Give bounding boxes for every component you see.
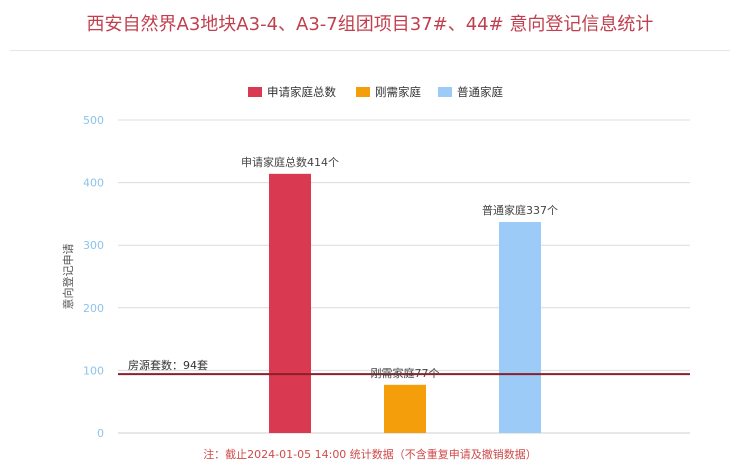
legend-label: 申请家庭总数 <box>267 85 336 99</box>
legend-label: 普通家庭 <box>457 85 503 99</box>
bar <box>269 173 311 433</box>
y-tick-label: 200 <box>83 302 104 315</box>
y-tick-label: 300 <box>83 239 104 252</box>
legend-swatch <box>248 87 262 97</box>
title-divider <box>10 50 730 51</box>
reference-line-label: 房源套数：94套 <box>128 358 208 372</box>
y-tick-label: 100 <box>83 364 104 377</box>
y-axis-title: 意向登记申请 <box>61 244 75 310</box>
bar <box>499 222 541 433</box>
legend-swatch <box>356 87 370 97</box>
chart-title: 西安自然界A3地块A3-4、A3-7组团项目37#、44# 意向登记信息统计 <box>86 14 654 35</box>
legend-label: 刚需家庭 <box>375 85 421 99</box>
legend-swatch <box>438 87 452 97</box>
footnote: 注：截止2024-01-05 14:00 统计数据（不含重复申请及撤销数据） <box>203 448 537 461</box>
y-tick-label: 400 <box>83 177 104 190</box>
data-label: 申请家庭总数414个 <box>241 155 339 169</box>
y-tick-label: 0 <box>97 427 104 440</box>
data-label: 普通家庭337个 <box>482 203 558 217</box>
data-label: 刚需家庭77个 <box>371 366 440 380</box>
bar <box>384 384 426 433</box>
y-tick-label: 500 <box>83 114 104 127</box>
